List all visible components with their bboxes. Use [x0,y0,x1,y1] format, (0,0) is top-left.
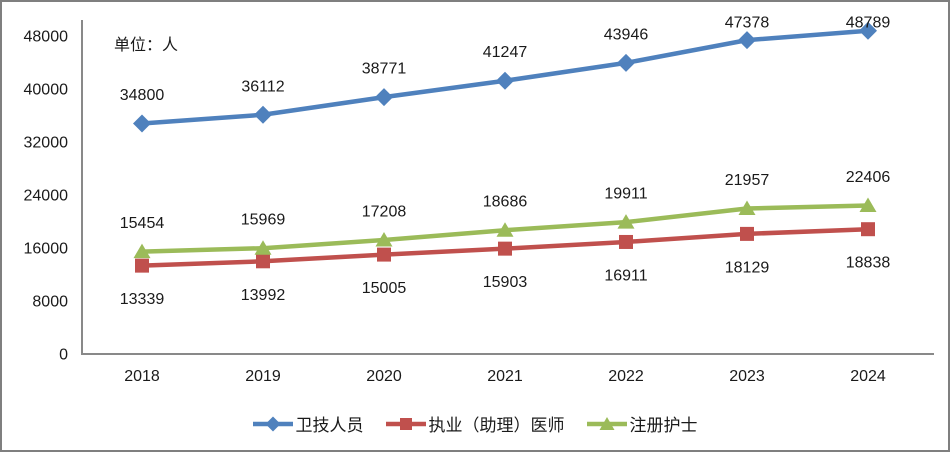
data-point-marker-triangle [617,214,635,229]
data-point-marker-triangle [375,231,393,247]
data-point-marker-diamond [496,71,514,90]
data-point-marker-triangle [738,200,756,216]
data-label: 13992 [241,287,286,304]
x-axis-tick-label: 2020 [366,368,402,385]
unit-label: 单位：人 [114,37,179,54]
data-point-marker-square [377,247,391,262]
legend-item-licensed-physicians: 执业（助理）医师 [385,411,565,436]
data-point-marker-square [861,222,875,237]
legend-swatch-diamond [265,416,280,431]
y-axis-tick-label: 32000 [24,135,69,152]
data-label: 15005 [362,280,407,297]
x-axis-tick-label: 2018 [124,368,160,385]
x-axis-tick-label: 2022 [608,368,644,385]
data-label: 21957 [725,172,770,189]
chart-legend: 卫技人员 执业（助理）医师 注册护士 [2,411,948,436]
data-label: 15903 [483,274,528,291]
legend-label: 执业（助理）医师 [428,416,565,435]
x-axis-tick-label: 2024 [850,368,886,385]
y-axis-tick-label: 0 [59,347,68,364]
data-label: 18838 [846,255,891,272]
data-label: 18686 [483,194,528,211]
data-point-marker-square [619,234,633,249]
x-axis-tick-label: 2023 [729,368,765,385]
x-axis-tick-label: 2021 [487,368,523,385]
y-axis-tick-label: 16000 [24,241,69,258]
data-label: 13339 [120,291,165,308]
data-point-marker-square [256,254,270,269]
legend-item-registered-nurses: 注册护士 [586,411,698,436]
data-label: 19911 [604,186,647,203]
data-label: 15969 [241,212,286,229]
data-label: 36112 [241,78,284,95]
legend-diamond-marker-icon [252,416,293,431]
data-point-marker-diamond [254,105,272,124]
y-axis-tick-label: 40000 [24,82,69,99]
data-point-marker-triangle [254,240,272,255]
y-axis-tick-label: 8000 [32,294,68,311]
data-label: 18129 [725,259,770,276]
legend-label: 卫技人员 [295,416,364,435]
data-label: 22406 [846,169,891,186]
data-point-marker-triangle [859,197,877,213]
data-point-marker-diamond [617,53,635,72]
data-label: 48789 [846,15,891,32]
legend-swatch-square [399,417,412,430]
x-axis-tick-label: 2019 [245,368,281,385]
data-point-marker-square [135,258,149,273]
data-point-marker-diamond [375,88,393,107]
data-point-marker-diamond [133,114,151,133]
legend-triangle-marker-icon [586,416,627,430]
data-point-marker-triangle [133,243,151,259]
legend-item-health-technicians: 卫技人员 [252,411,364,436]
data-label: 34800 [120,87,165,104]
data-point-marker-diamond [738,31,756,50]
data-point-marker-diamond [859,21,877,40]
data-label: 15454 [120,215,165,232]
y-axis-tick-label: 48000 [24,29,69,46]
data-point-marker-square [498,241,512,256]
data-label: 17208 [362,203,407,220]
data-label: 43946 [604,26,649,43]
data-label: 47378 [725,15,770,32]
data-point-marker-triangle [496,222,514,237]
data-point-marker-square [740,226,754,241]
legend-label: 注册护士 [629,416,698,435]
legend-swatch-triangle [599,416,614,430]
y-axis-tick-label: 24000 [24,188,69,205]
legend-square-marker-icon [385,417,426,430]
data-label: 38771 [362,61,407,78]
data-label: 16911 [604,267,647,284]
data-label: 41247 [483,44,528,61]
